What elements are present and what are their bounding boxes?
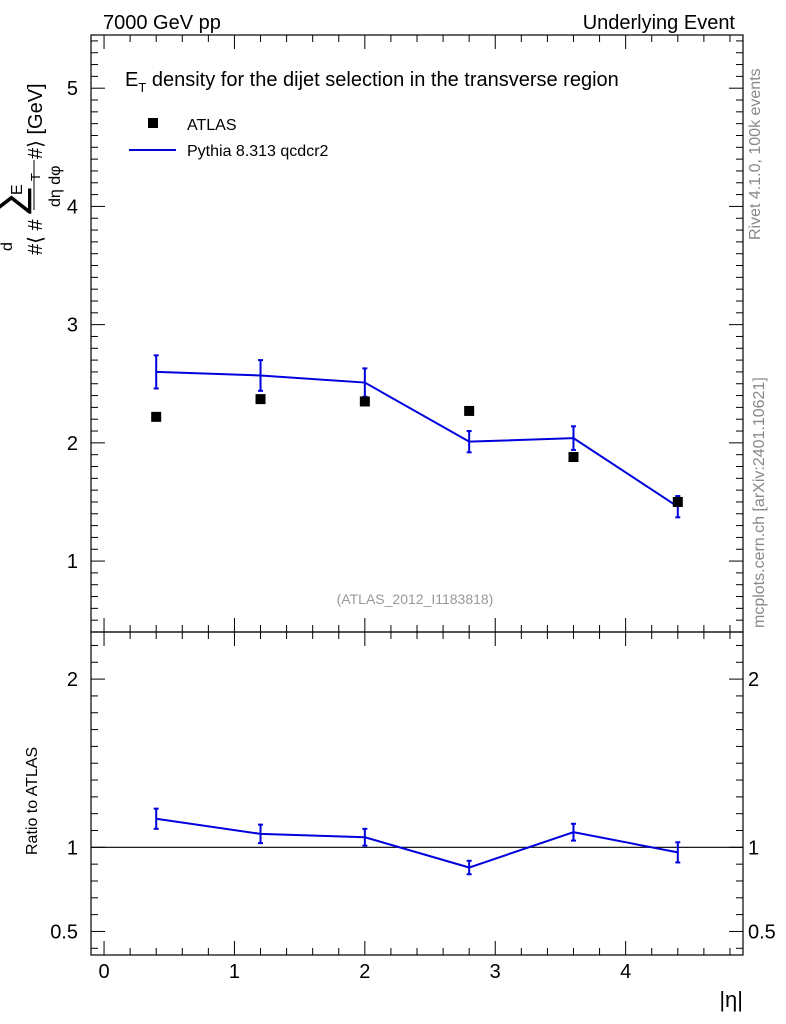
analysis-watermark: (ATLAS_2012_I1183818) bbox=[337, 591, 494, 607]
ratio-y-tick-label-right: 2 bbox=[748, 669, 759, 691]
header-left: 7000 GeV pp bbox=[103, 12, 221, 34]
legend-atlas-marker bbox=[148, 118, 158, 128]
main-axis-ticks: 1 2 3 4 5 bbox=[67, 35, 743, 632]
x-tick-label: 1 bbox=[229, 961, 240, 983]
pythia-line bbox=[156, 370, 679, 508]
x-tick-label: 2 bbox=[359, 961, 370, 983]
ratio-plot-frame bbox=[90, 631, 744, 956]
plot-title: ET density for the dijet selection in th… bbox=[125, 69, 619, 95]
x-tick-label: 4 bbox=[620, 961, 631, 983]
legend-atlas-label: ATLAS bbox=[187, 117, 237, 134]
svg-text:E: E bbox=[9, 184, 26, 195]
svg-text:∑: ∑ bbox=[0, 186, 32, 217]
ratio-y-tick-label: 1 bbox=[67, 837, 78, 859]
ratio-y-tick-label: 2 bbox=[67, 669, 78, 691]
atlas-data-point bbox=[568, 452, 579, 463]
x-tick-label: 3 bbox=[490, 961, 501, 983]
plot-title-main: E bbox=[125, 69, 138, 91]
header-right: Underlying Event bbox=[583, 12, 736, 34]
main-y-axis-label: #⟨ # ∑ E T dη dφ #⟩ [GeV] d bbox=[0, 83, 64, 255]
atlas-data-point bbox=[464, 405, 475, 416]
ratio-y-axis-label: Ratio to ATLAS bbox=[24, 747, 41, 855]
rivet-label: Rivet 4.1.0, 100k events bbox=[747, 68, 764, 240]
y-tick-label: 3 bbox=[67, 315, 78, 337]
y-tick-label: 5 bbox=[67, 78, 78, 100]
ratio-y-tick-label-right: 0.5 bbox=[748, 921, 776, 943]
y-tick-label: 2 bbox=[67, 433, 78, 455]
svg-text:#⟨ #: #⟨ # bbox=[25, 219, 47, 255]
x-axis-label: |η| bbox=[719, 987, 743, 1012]
ratio-line bbox=[156, 817, 678, 869]
y-tick-label: 1 bbox=[67, 551, 78, 573]
ratio-data-layer bbox=[91, 807, 743, 876]
svg-text:#⟩ [GeV]: #⟩ [GeV] bbox=[25, 83, 47, 159]
ratio-y-tick-label: 0.5 bbox=[50, 921, 78, 943]
ratio-axis-ticks: 0 1 2 3 4 0.5 0.5 1 1 2 2 bbox=[50, 632, 776, 983]
svg-text:d: d bbox=[0, 242, 16, 251]
atlas-data-point bbox=[151, 411, 162, 422]
atlas-data-point bbox=[359, 396, 370, 407]
svg-text:dη dφ: dη dφ bbox=[47, 165, 64, 207]
main-data-layer bbox=[151, 354, 683, 519]
mcplots-label: mcplots.cern.ch [arXiv:2401.10621] bbox=[751, 377, 768, 628]
atlas-data-point bbox=[672, 496, 683, 507]
y-tick-label: 4 bbox=[67, 196, 78, 218]
legend-pythia-label: Pythia 8.313 qcdcr2 bbox=[187, 143, 329, 160]
plot-title-sub: T bbox=[138, 80, 146, 95]
svg-text:T: T bbox=[28, 173, 43, 181]
x-tick-label: 0 bbox=[98, 961, 109, 983]
plot-title-rest: density for the dijet selection in the t… bbox=[146, 69, 618, 91]
ratio-y-tick-label-right: 1 bbox=[748, 837, 759, 859]
atlas-data-point bbox=[255, 394, 266, 405]
